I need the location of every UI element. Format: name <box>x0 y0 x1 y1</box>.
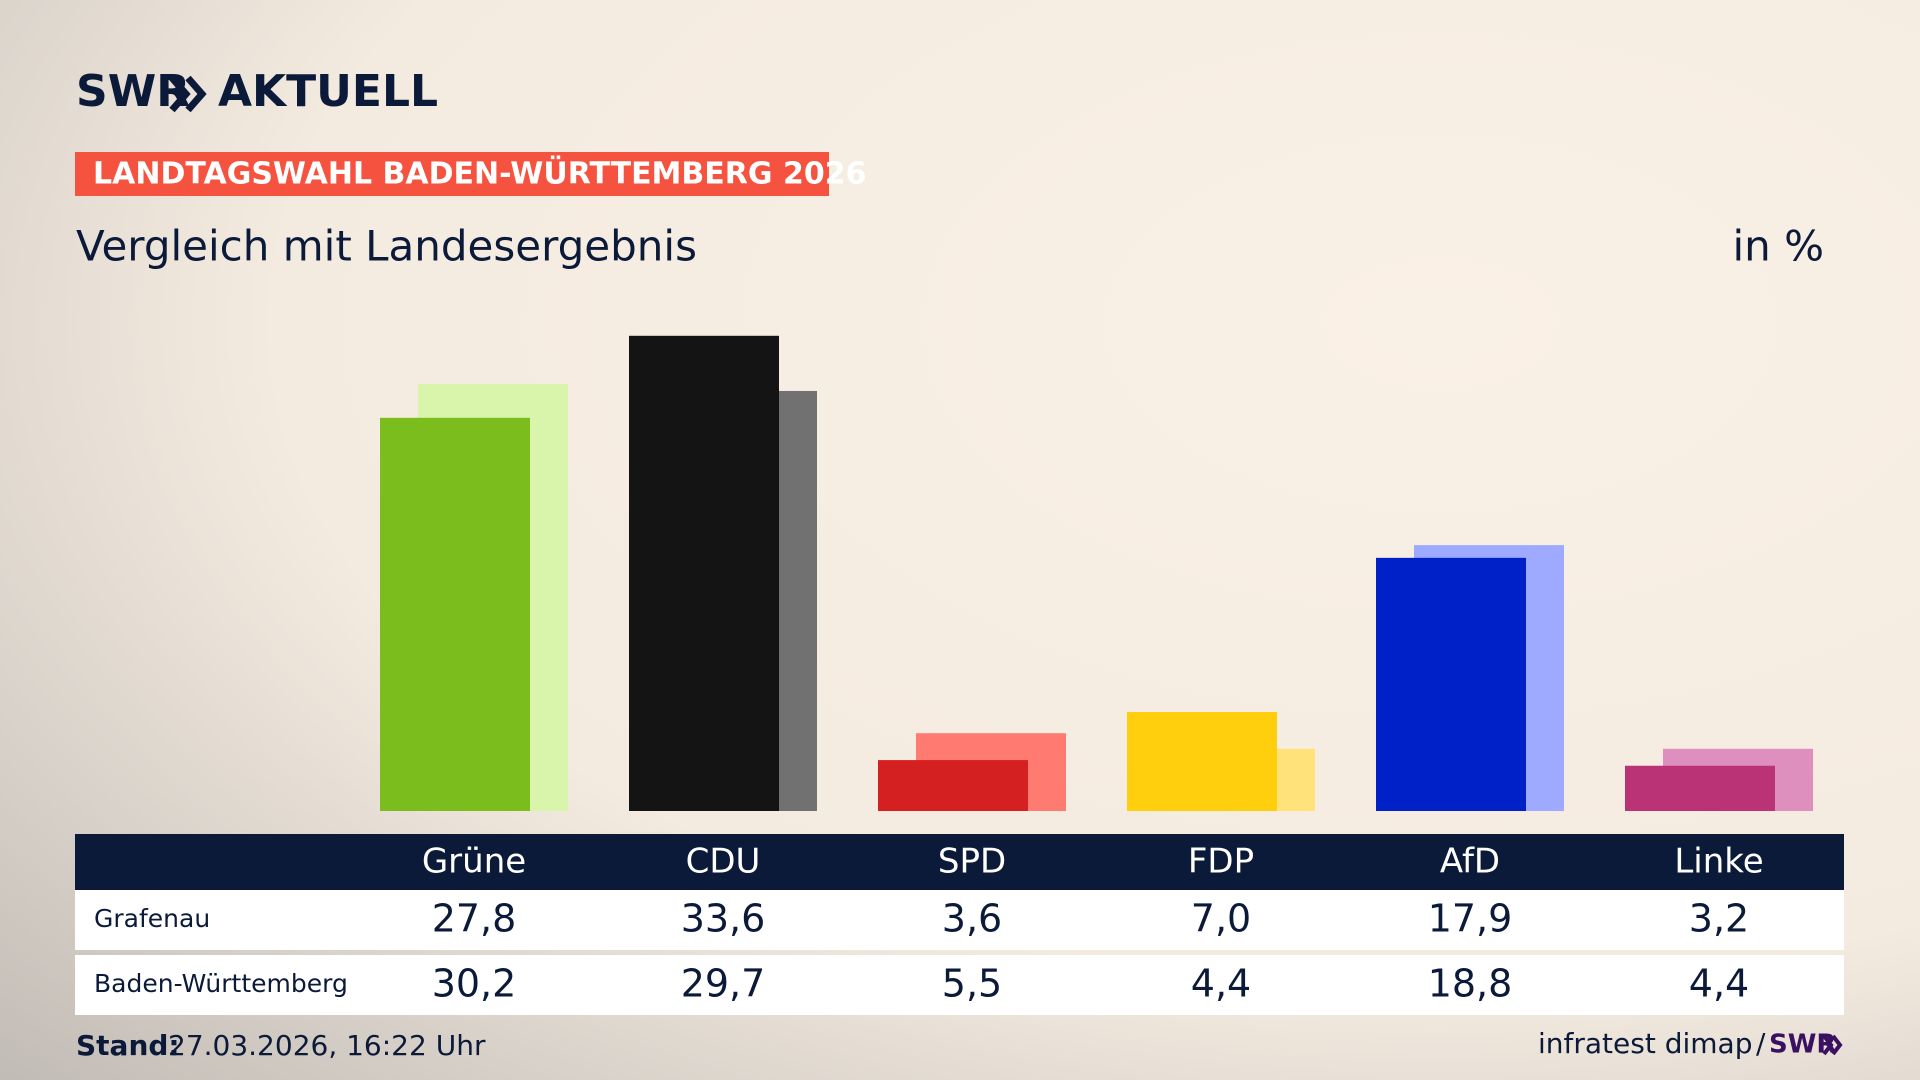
value-label: 3,2 <box>1689 897 1749 941</box>
value-label: 4,4 <box>1689 962 1749 1006</box>
stand-label: Stand: <box>76 1029 180 1062</box>
unit: in % <box>1732 222 1824 271</box>
value-label: 7,0 <box>1191 897 1251 941</box>
value-label: 30,2 <box>432 962 517 1006</box>
source: infratest dimap <box>1538 1027 1752 1060</box>
table-header <box>75 834 1844 890</box>
category-label: AfD <box>1440 842 1500 882</box>
footer-brand: SWR <box>1769 1030 1836 1060</box>
value-label: 3,6 <box>942 897 1002 941</box>
kicker: LANDTAGSWAHL BADEN-WÜRTTEMBERG 2026 <box>93 155 866 192</box>
separator: / <box>1756 1027 1766 1060</box>
bar <box>629 335 779 811</box>
category-label: CDU <box>686 842 761 882</box>
stand: 27.03.2026, 16:22 Uhr <box>168 1029 486 1062</box>
value-label: 18,8 <box>1428 962 1513 1006</box>
bar <box>380 417 530 811</box>
category-label: SPD <box>938 842 1006 882</box>
row-label: Grafenau <box>94 904 210 933</box>
row-label: Baden-Württemberg <box>94 969 348 998</box>
value-label: 4,4 <box>1191 962 1251 1006</box>
value-label: 33,6 <box>681 897 766 941</box>
chart-title: Vergleich mit Landesergebnis <box>76 222 697 271</box>
logo-chevron <box>169 75 191 113</box>
value-label: 5,5 <box>942 962 1002 1006</box>
logo-product: AKTUELL <box>218 66 438 117</box>
bar <box>1376 557 1526 811</box>
category-label: Linke <box>1674 842 1763 882</box>
category-label: Grüne <box>422 842 526 882</box>
table-row <box>75 890 1844 950</box>
category-label: FDP <box>1188 842 1254 882</box>
value-label: 17,9 <box>1428 897 1513 941</box>
footer-chevron <box>1831 1034 1843 1056</box>
footer-chevron <box>1822 1034 1834 1056</box>
value-label: 27,8 <box>432 897 517 941</box>
bar <box>1127 712 1277 811</box>
logo-chevron <box>185 75 207 113</box>
kicker-box <box>75 152 829 196</box>
bar <box>878 760 1028 811</box>
table-row <box>75 955 1844 1015</box>
value-label: 29,7 <box>681 962 766 1006</box>
bar <box>1625 765 1775 811</box>
